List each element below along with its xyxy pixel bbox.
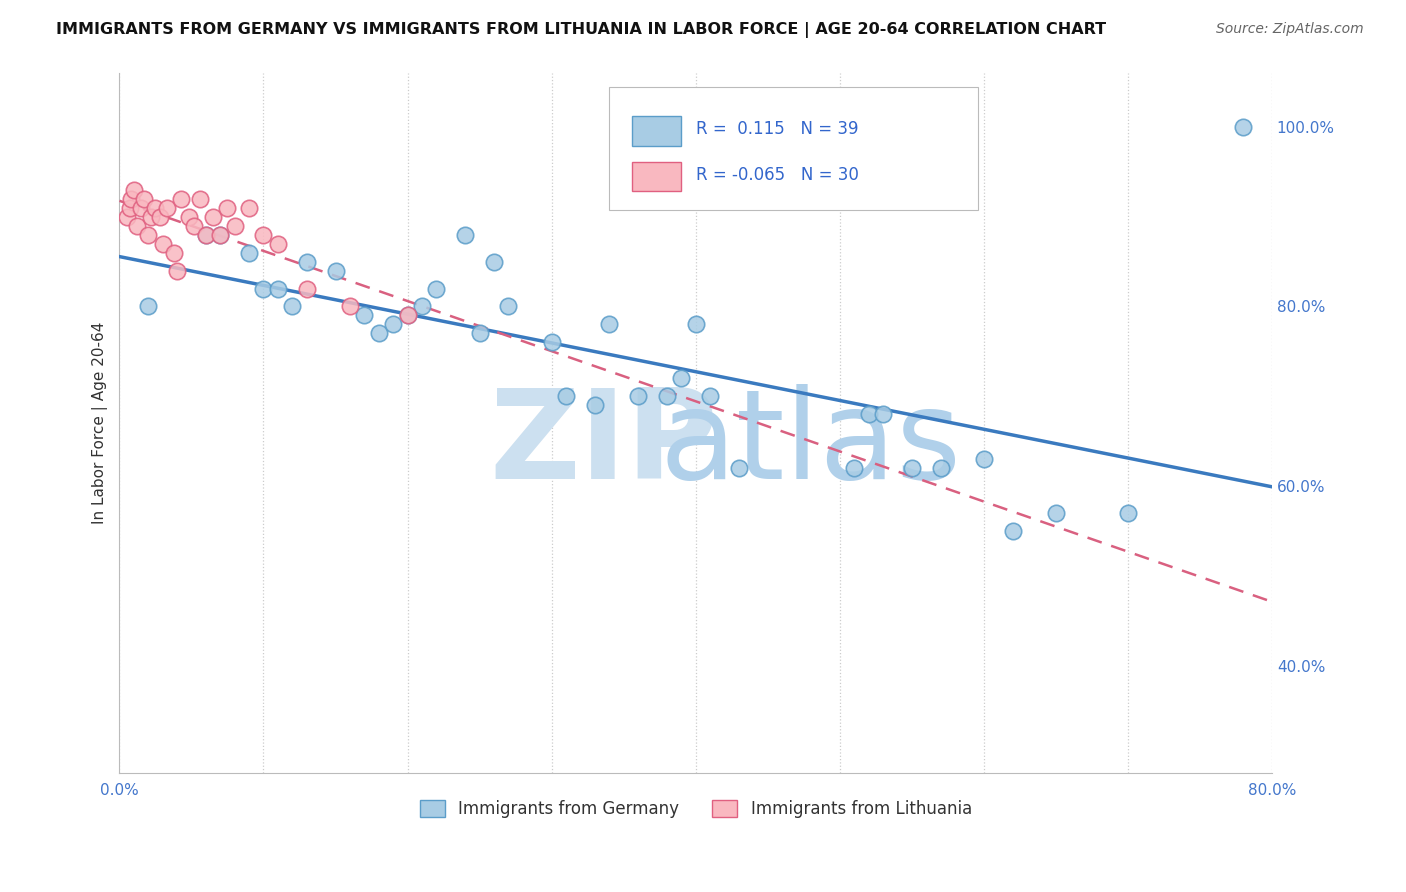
- Text: Source: ZipAtlas.com: Source: ZipAtlas.com: [1216, 22, 1364, 37]
- Point: [252, 227, 274, 242]
- Point: [202, 210, 225, 224]
- Y-axis label: In Labor Force | Age 20-64: In Labor Force | Age 20-64: [93, 322, 108, 524]
- Point: [120, 192, 142, 206]
- Point: [238, 201, 260, 215]
- Text: ZIP: ZIP: [489, 384, 718, 505]
- FancyBboxPatch shape: [633, 117, 681, 145]
- Point: [281, 300, 304, 314]
- Point: [598, 318, 620, 332]
- Point: [145, 201, 167, 215]
- Point: [929, 461, 952, 475]
- Point: [209, 227, 232, 242]
- Point: [152, 236, 174, 251]
- Point: [129, 201, 152, 215]
- Point: [1116, 506, 1139, 520]
- FancyBboxPatch shape: [633, 162, 681, 192]
- Point: [194, 227, 217, 242]
- Point: [367, 326, 389, 341]
- Point: [132, 192, 155, 206]
- Text: IMMIGRANTS FROM GERMANY VS IMMIGRANTS FROM LITHUANIA IN LABOR FORCE | AGE 20-64 : IMMIGRANTS FROM GERMANY VS IMMIGRANTS FR…: [56, 22, 1107, 38]
- Point: [115, 210, 138, 224]
- Point: [655, 389, 678, 403]
- Point: [482, 254, 505, 268]
- Point: [183, 219, 205, 233]
- Point: [252, 281, 274, 295]
- Point: [149, 210, 172, 224]
- Point: [842, 461, 865, 475]
- Point: [136, 300, 159, 314]
- Point: [468, 326, 491, 341]
- Point: [295, 281, 318, 295]
- Point: [118, 201, 141, 215]
- Point: [238, 245, 260, 260]
- Point: [325, 263, 347, 277]
- Point: [583, 398, 606, 412]
- Point: [194, 227, 217, 242]
- Point: [454, 227, 477, 242]
- Point: [156, 201, 179, 215]
- Point: [188, 192, 211, 206]
- Point: [699, 389, 721, 403]
- Point: [166, 263, 188, 277]
- Point: [1045, 506, 1067, 520]
- Point: [555, 389, 578, 403]
- Point: [425, 281, 447, 295]
- Point: [973, 452, 995, 467]
- Point: [136, 227, 159, 242]
- Point: [139, 210, 162, 224]
- Point: [125, 219, 148, 233]
- Point: [411, 300, 433, 314]
- Point: [267, 281, 290, 295]
- Point: [382, 318, 405, 332]
- Point: [1232, 120, 1254, 134]
- Point: [728, 461, 751, 475]
- Point: [671, 371, 693, 385]
- Point: [627, 389, 650, 403]
- Point: [224, 219, 246, 233]
- Point: [170, 192, 193, 206]
- Point: [177, 210, 200, 224]
- Text: atlas: atlas: [659, 384, 962, 505]
- Point: [122, 183, 145, 197]
- Point: [163, 245, 186, 260]
- Point: [1001, 524, 1024, 538]
- Legend: Immigrants from Germany, Immigrants from Lithuania: Immigrants from Germany, Immigrants from…: [413, 793, 979, 824]
- Point: [209, 227, 232, 242]
- FancyBboxPatch shape: [609, 87, 979, 210]
- Point: [872, 407, 894, 421]
- Point: [217, 201, 239, 215]
- Text: R =  0.115   N = 39: R = 0.115 N = 39: [696, 120, 858, 138]
- Point: [498, 300, 520, 314]
- Point: [396, 309, 419, 323]
- Point: [540, 335, 562, 350]
- Point: [339, 300, 361, 314]
- Point: [685, 318, 707, 332]
- Point: [900, 461, 922, 475]
- Point: [396, 309, 419, 323]
- Point: [295, 254, 318, 268]
- Point: [267, 236, 290, 251]
- Text: R = -0.065   N = 30: R = -0.065 N = 30: [696, 166, 859, 184]
- Point: [353, 309, 375, 323]
- Point: [858, 407, 880, 421]
